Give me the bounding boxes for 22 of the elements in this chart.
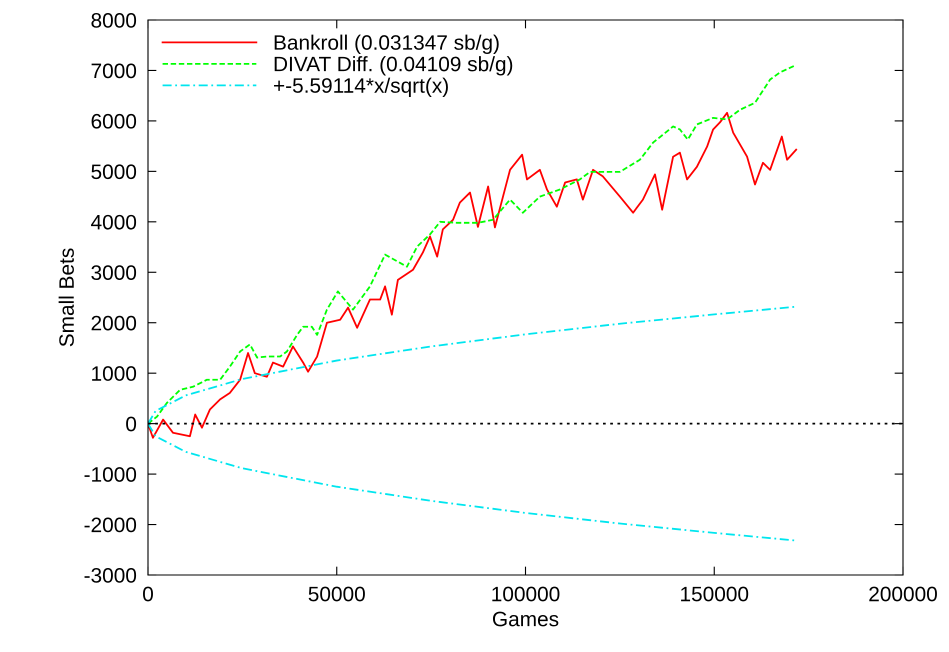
y-tick-label: 6000 <box>92 114 136 129</box>
y-tick-label: 0 <box>126 416 136 432</box>
x-tick-label: 150000 <box>681 586 748 602</box>
y-tick-label: 7000 <box>92 63 136 78</box>
y-tick-label: -1000 <box>84 467 136 482</box>
x-tick-label: 200000 <box>869 586 937 602</box>
y-tick-label: 3000 <box>91 265 136 280</box>
y-tick-label: -2000 <box>84 518 136 532</box>
x-tick-label: 100000 <box>492 586 560 602</box>
x-tick-label: 50000 <box>308 586 365 602</box>
legend-label: +-5.59114*x/sqrt(x) <box>274 78 448 98</box>
legend-label: Bankroll (0.031347 sb/g) <box>274 34 499 54</box>
x-tick-label: 0 <box>143 586 153 602</box>
y-tick-label: 8000 <box>91 13 136 28</box>
x-axis-title: Games <box>492 612 558 626</box>
y-tick-label: 4000 <box>91 214 136 230</box>
y-axis-title: Small Bets <box>58 248 74 346</box>
legend-label: DIVAT Diff. (0.04109 sb/g) <box>274 56 512 76</box>
y-tick-label: 1000 <box>92 366 136 381</box>
y-tick-label: 5000 <box>91 164 136 180</box>
y-tick-label: -3000 <box>84 568 136 583</box>
y-tick-label: 2000 <box>92 316 136 330</box>
